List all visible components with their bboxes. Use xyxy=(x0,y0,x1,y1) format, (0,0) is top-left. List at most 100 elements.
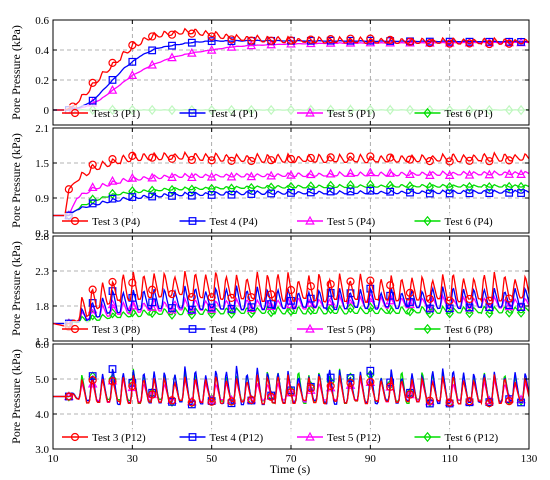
data-point-test3 xyxy=(108,277,117,287)
series-line-test3 xyxy=(53,150,529,217)
legend-box xyxy=(64,213,526,229)
data-point-test3 xyxy=(286,285,296,295)
data-point-test5 xyxy=(246,40,257,50)
data-point-test5 xyxy=(107,175,118,185)
x-tick-label: 70 xyxy=(286,453,298,465)
data-point-test4 xyxy=(227,190,236,199)
data-point-test4 xyxy=(406,298,414,306)
data-point-test6 xyxy=(405,306,415,317)
data-point-test5 xyxy=(266,301,276,311)
data-point-test3 xyxy=(505,156,514,165)
series-group xyxy=(53,270,529,332)
data-point-test3 xyxy=(346,152,355,161)
data-point-test5 xyxy=(226,171,237,181)
data-point-test3 xyxy=(227,397,236,406)
data-point-test3 xyxy=(187,155,196,165)
data-point-test5 xyxy=(147,59,157,69)
data-point-test4 xyxy=(445,304,454,313)
data-point-test4 xyxy=(425,189,434,198)
data-point-test3 xyxy=(286,36,296,45)
data-point-test5 xyxy=(167,172,177,181)
y-tick-label: 0.2 xyxy=(35,75,49,87)
data-point-test5 xyxy=(405,169,415,178)
data-point-test4 xyxy=(425,304,434,313)
data-point-test5 xyxy=(127,300,138,310)
data-point-test5 xyxy=(286,169,296,179)
legend-box xyxy=(64,429,526,445)
data-point-test3 xyxy=(465,397,474,406)
data-point-test3 xyxy=(405,155,415,164)
legend-marker-test5 xyxy=(305,107,315,117)
data-point-test4 xyxy=(386,291,395,300)
data-point-test4 xyxy=(88,372,97,380)
data-point-test5 xyxy=(405,37,415,47)
y-tick-label: 0.3 xyxy=(35,228,49,240)
data-point-test3 xyxy=(405,288,415,297)
data-point-test6 xyxy=(504,307,514,318)
data-point-test5 xyxy=(345,168,356,177)
data-point-test4 xyxy=(267,300,276,308)
data-point-test5 xyxy=(306,169,316,179)
y-tick-label: 5.0 xyxy=(35,374,49,386)
data-point-test3 xyxy=(108,155,117,164)
data-point-test3 xyxy=(286,388,296,397)
data-point-test4 xyxy=(128,57,137,66)
data-point-test3 xyxy=(148,390,157,399)
data-point-test5 xyxy=(187,172,197,182)
data-point-test6 xyxy=(465,307,474,319)
data-point-test3 xyxy=(267,156,276,165)
legend-label-test6: Test 6 (P4) xyxy=(445,216,493,228)
legend-marker-test5 xyxy=(305,323,315,333)
data-point-test3 xyxy=(386,35,395,44)
legend-marker-test3 xyxy=(70,108,80,118)
data-point-test5 xyxy=(385,167,395,177)
data-point-test6 xyxy=(385,180,395,191)
data-point-test4 xyxy=(207,191,216,199)
data-point-test3 xyxy=(405,390,415,399)
data-point-test3 xyxy=(207,293,216,302)
data-point-test6 xyxy=(286,181,296,193)
data-point-test3 xyxy=(167,30,177,39)
legend-box xyxy=(64,105,526,121)
data-point-test4 xyxy=(517,303,525,311)
data-point-test5 xyxy=(87,182,98,192)
data-point-test3 xyxy=(366,276,375,285)
y-tick-label: 1.8 xyxy=(35,301,49,313)
legend-marker-test5 xyxy=(305,431,315,441)
y-tick-label: 0.6 xyxy=(35,15,49,27)
data-point-test3 xyxy=(445,39,454,48)
panel-P1: 0 0.2 0.4 0.6 Pore Pressure (kPa) Test 3 (P1)… xyxy=(9,15,530,126)
data-point-test3 xyxy=(326,381,335,391)
data-point-test3 xyxy=(306,35,315,44)
legend-label-test4: Test 4 (P8) xyxy=(210,324,258,336)
data-point-test3 xyxy=(108,377,117,386)
data-point-test6 xyxy=(306,304,316,316)
x-tick-label: 90 xyxy=(365,453,377,465)
data-point-test3 xyxy=(207,32,216,41)
legend-marker-test4 xyxy=(188,433,197,441)
data-point-test6 xyxy=(425,181,435,193)
data-point-test4 xyxy=(148,298,157,307)
y-tick-label: 2.8 xyxy=(35,231,49,243)
data-point-test3 xyxy=(88,376,97,385)
data-point-test4 xyxy=(108,76,117,84)
legend-marker-test4 xyxy=(188,325,197,333)
series-line-test6 xyxy=(53,183,529,217)
series-line-test3 xyxy=(53,27,529,111)
legend-label-test4: Test 4 (P1) xyxy=(210,108,258,120)
legend-label-test5: Test 5 (P12) xyxy=(327,432,381,444)
data-point-test3 xyxy=(425,39,434,48)
data-point-test3 xyxy=(207,156,216,165)
data-point-test3 xyxy=(306,153,315,163)
data-point-test3 xyxy=(64,185,73,194)
data-point-test6 xyxy=(187,184,197,195)
data-point-test3 xyxy=(465,156,474,165)
data-point-test5 xyxy=(167,52,177,62)
data-point-test6 xyxy=(516,181,526,193)
legend-label-test4: Test 4 (P12) xyxy=(210,432,264,444)
data-point-test4 xyxy=(247,303,256,312)
legend-label-test6: Test 6 (P1) xyxy=(445,108,493,120)
y-tick-label: 0.4 xyxy=(35,45,49,57)
data-point-test3 xyxy=(505,294,514,303)
data-point-test3 xyxy=(425,294,434,303)
